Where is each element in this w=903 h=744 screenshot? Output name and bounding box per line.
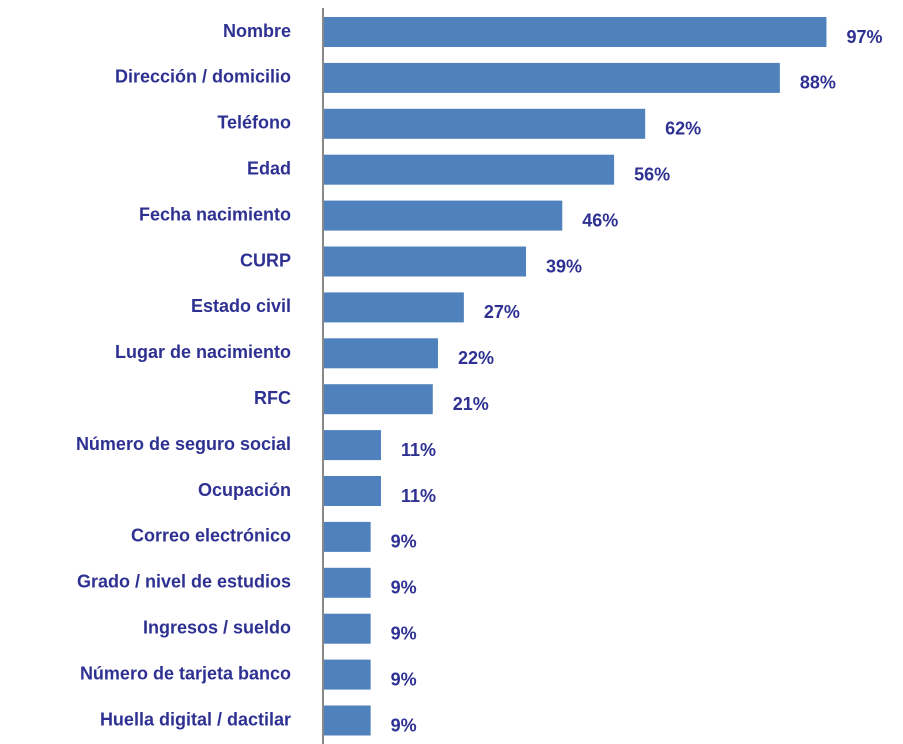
- bar: [324, 246, 527, 277]
- bar: [324, 430, 381, 461]
- category-label: Fecha nacimiento: [139, 204, 291, 224]
- bar: [324, 200, 563, 231]
- category-label: Nombre: [223, 21, 291, 41]
- bar: [324, 108, 646, 139]
- category-label: CURP: [240, 250, 291, 270]
- bar: [324, 567, 371, 598]
- value-label: 9%: [391, 578, 417, 598]
- category-label: Dirección / domicilio: [115, 67, 291, 87]
- bar: [324, 338, 438, 369]
- value-label: 46%: [582, 210, 618, 230]
- bar: [324, 154, 615, 185]
- category-label: Teléfono: [217, 113, 291, 133]
- category-label: Número de tarjeta banco: [80, 663, 291, 683]
- value-label: 88%: [800, 73, 836, 93]
- value-label: 62%: [665, 119, 701, 139]
- category-label: Estado civil: [191, 296, 291, 316]
- category-label: Ingresos / sueldo: [143, 617, 291, 637]
- value-label: 22%: [458, 348, 494, 368]
- value-label: 27%: [484, 302, 520, 322]
- category-label: Número de seguro social: [76, 434, 291, 454]
- value-label: 9%: [391, 715, 417, 735]
- value-label: 11%: [401, 440, 436, 460]
- category-label: Edad: [247, 158, 291, 178]
- category-label: Correo electrónico: [131, 526, 291, 546]
- category-label: Lugar de nacimiento: [115, 342, 291, 362]
- bar: [324, 705, 371, 736]
- bar: [324, 384, 433, 415]
- bar: [324, 17, 827, 47]
- bar: [324, 659, 371, 690]
- category-label: RFC: [254, 388, 291, 408]
- category-label: Grado / nivel de estudios: [77, 572, 291, 592]
- value-label: 11%: [401, 486, 436, 506]
- value-label: 9%: [391, 623, 417, 643]
- value-label: 9%: [391, 532, 417, 552]
- bar: [324, 62, 780, 93]
- value-label: 97%: [846, 27, 882, 47]
- value-label: 21%: [453, 394, 489, 414]
- bar: [324, 521, 371, 552]
- value-label: 39%: [546, 256, 582, 276]
- bar: [324, 476, 381, 506]
- category-label: Ocupación: [198, 480, 291, 500]
- value-label: 9%: [391, 669, 417, 689]
- bar: [324, 292, 464, 323]
- value-label: 56%: [634, 164, 670, 184]
- bar: [324, 613, 371, 644]
- category-label: Huella digital / dactilar: [100, 709, 291, 729]
